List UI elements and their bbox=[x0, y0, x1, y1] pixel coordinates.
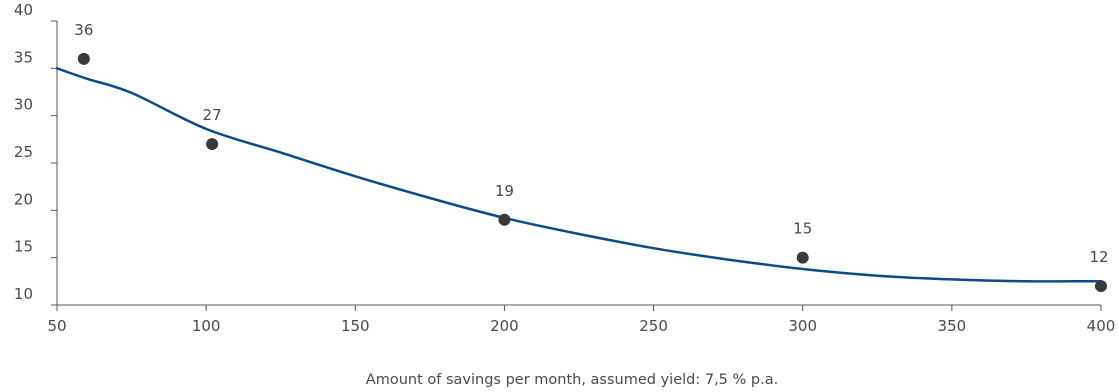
trend-line-group bbox=[55, 67, 1103, 283]
y-tick-label: 30 bbox=[14, 96, 33, 114]
x-tick-label: 300 bbox=[788, 317, 817, 335]
y-tick-label: 15 bbox=[14, 238, 33, 256]
trend-line bbox=[55, 67, 1103, 283]
data-point bbox=[206, 138, 219, 151]
x-tick-label: 250 bbox=[639, 317, 668, 335]
y-tick-label: 35 bbox=[14, 48, 33, 66]
y-tick-label: 20 bbox=[14, 190, 33, 208]
data-label: 19 bbox=[495, 182, 514, 200]
x-tick-label: 200 bbox=[490, 317, 519, 335]
data-label: 27 bbox=[203, 106, 222, 124]
data-point bbox=[796, 251, 809, 264]
y-tick-label: 25 bbox=[14, 143, 33, 161]
y-tick-label: 10 bbox=[14, 285, 33, 303]
data-points: 36 27 19 15 12 bbox=[74, 21, 1109, 293]
data-label: 15 bbox=[793, 220, 812, 238]
data-point bbox=[498, 213, 511, 226]
y-tick-label: 40 bbox=[14, 1, 33, 19]
x-tick-label: 50 bbox=[47, 317, 66, 335]
x-axis-label: Amount of savings per month, assumed yie… bbox=[366, 372, 778, 388]
x-tick-label: 100 bbox=[192, 317, 221, 335]
data-label: 36 bbox=[74, 21, 93, 39]
data-point bbox=[1095, 280, 1107, 293]
axes: 50 100 150 200 250 300 350 400 10 15 20 25 30 35 40 bbox=[14, 1, 1115, 335]
x-tick-label: 350 bbox=[938, 317, 967, 335]
data-point bbox=[77, 52, 90, 65]
x-tick-label: 150 bbox=[341, 317, 370, 335]
x-tick-label: 400 bbox=[1087, 317, 1116, 335]
data-label: 12 bbox=[1089, 248, 1108, 266]
